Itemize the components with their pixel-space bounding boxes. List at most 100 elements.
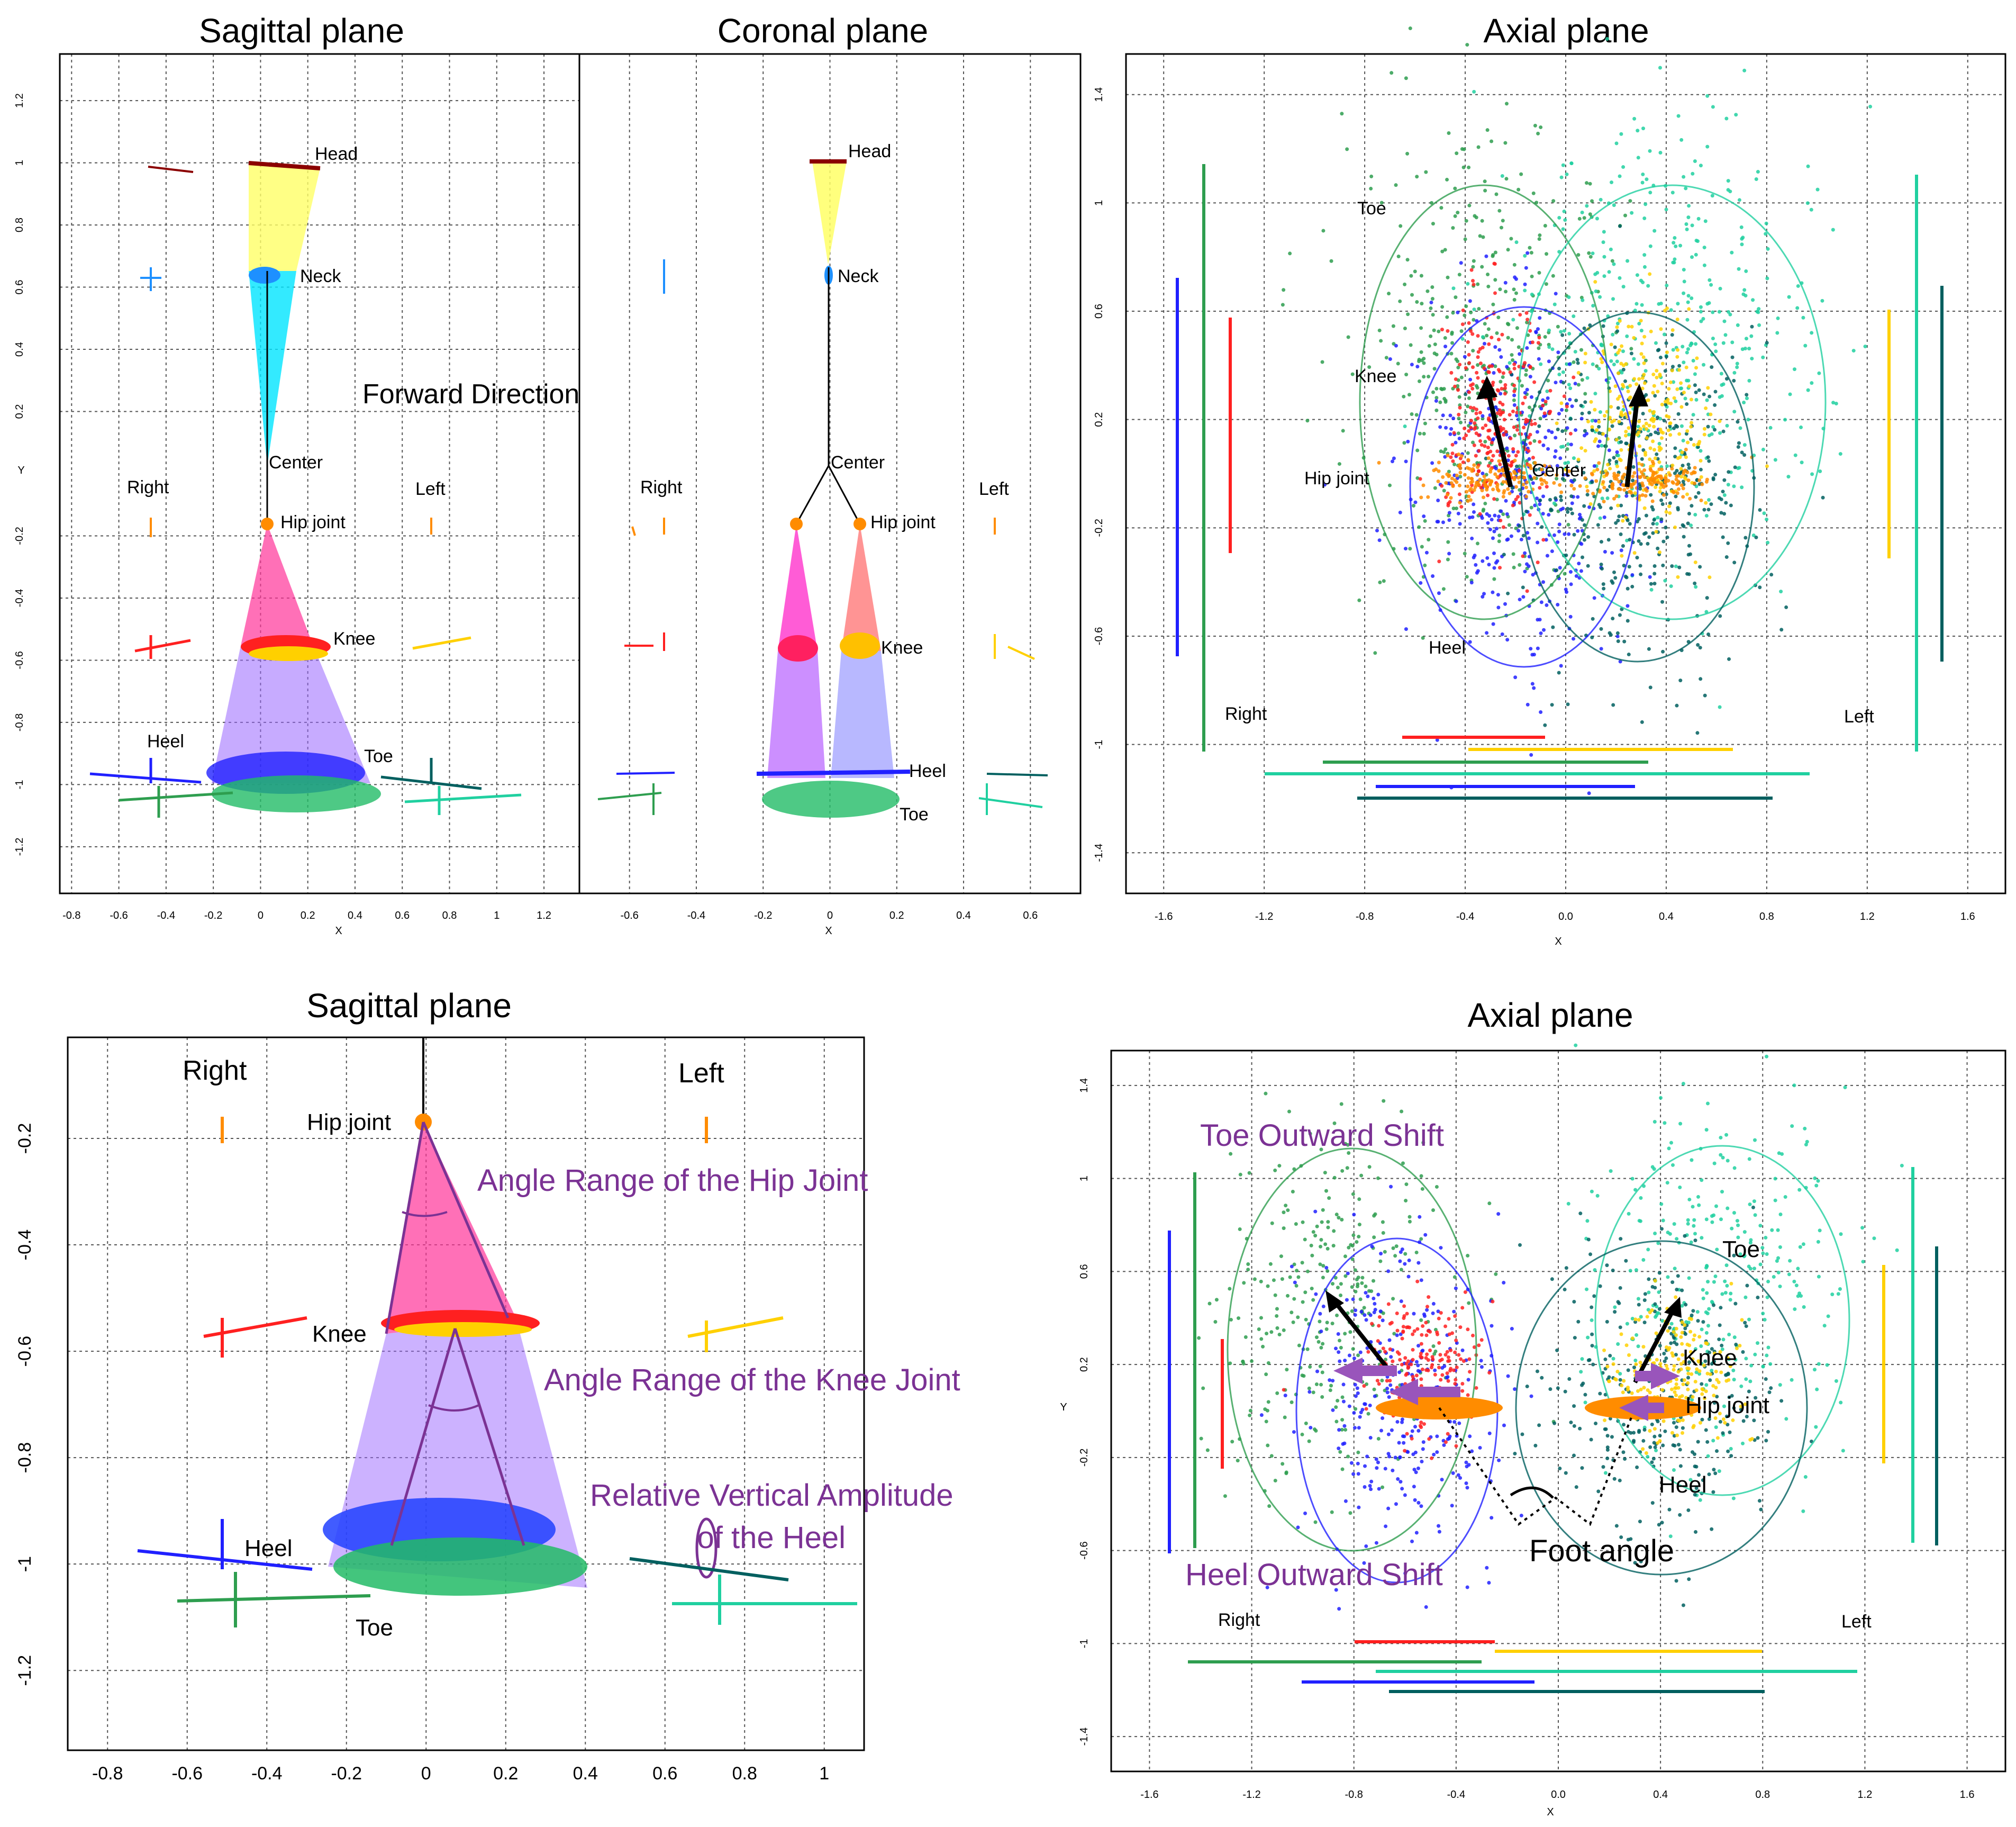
scatter-point: [1643, 358, 1648, 363]
x-tick-label: 0.4: [1653, 1789, 1668, 1801]
scatter-point: [1481, 472, 1485, 476]
scatter-point: [1677, 368, 1682, 372]
scatter-point: [1610, 424, 1614, 428]
scatter-point: [1641, 424, 1646, 429]
scatter-point: [1376, 1176, 1380, 1180]
scatter-point: [1639, 329, 1643, 333]
label-toe: Toe: [1357, 198, 1386, 219]
y-tick-label: 1: [14, 160, 25, 166]
label-toe: Toe: [900, 804, 929, 825]
scatter-point: [1569, 484, 1574, 488]
knee-foot-cone-right: [767, 651, 825, 778]
scatter-point: [1697, 478, 1702, 482]
scatter-point: [1611, 297, 1615, 301]
scatter-point: [1634, 302, 1639, 306]
scatter-point: [1643, 450, 1647, 455]
scatter-point: [1396, 255, 1401, 259]
scatter-point: [1423, 519, 1427, 523]
direction-arrow-right: [1484, 385, 1513, 488]
scatter-point: [1437, 329, 1441, 333]
scatter-point: [1469, 419, 1474, 423]
scatter-point: [1337, 1216, 1341, 1220]
scatter-point: [1556, 540, 1560, 544]
scatter-point: [1402, 1316, 1406, 1320]
scatter-point: [1521, 364, 1525, 368]
scatter-point: [1670, 368, 1674, 373]
scatter-point: [1236, 1459, 1240, 1463]
label-hip-joint: Hip joint: [1685, 1392, 1769, 1418]
label-left: Left: [1844, 707, 1874, 727]
scatter-point: [1770, 1228, 1774, 1232]
scatter-point: [1297, 1343, 1301, 1347]
scatter-point: [1457, 483, 1461, 487]
scatter-point: [1450, 451, 1455, 456]
scatter-point: [1556, 427, 1560, 431]
scatter-point: [1624, 433, 1628, 438]
scatter-point: [1640, 376, 1645, 380]
scatter-point: [1617, 371, 1621, 375]
scatter-point: [1599, 357, 1603, 361]
scatter-point: [1718, 1419, 1722, 1424]
scatter-point: [1334, 1405, 1338, 1409]
scatter-point: [1465, 1486, 1469, 1490]
scatter-point: [1611, 486, 1615, 491]
scatter-point: [1491, 487, 1495, 492]
scatter-point: [1516, 495, 1520, 499]
scatter-point: [1685, 492, 1690, 496]
scatter-point: [1496, 315, 1501, 320]
scatter-point: [1458, 1325, 1463, 1329]
scatter-point: [1434, 399, 1438, 403]
scatter-point: [1277, 1164, 1282, 1168]
scatter-point: [1588, 1252, 1593, 1256]
scatter-point: [1767, 1390, 1772, 1395]
scatter-point: [1487, 1431, 1492, 1435]
scatter-point: [1589, 400, 1593, 404]
hip-angle-ray-1: [385, 1121, 425, 1334]
scatter-point: [1677, 364, 1682, 368]
scatter-point: [1333, 1276, 1338, 1280]
x-tick-label: 1.2: [537, 910, 551, 921]
scatter-point: [1660, 402, 1664, 406]
scatter-point: [1618, 174, 1622, 178]
scatter-point: [1704, 1217, 1709, 1222]
scatter-point: [1514, 498, 1518, 502]
scatter-point: [1512, 403, 1516, 407]
scatter-point: [1446, 503, 1450, 508]
scatter-point: [1659, 1096, 1663, 1100]
scatter-point: [1508, 361, 1512, 365]
scatter-point: [1719, 1135, 1723, 1139]
scatter-point: [1514, 240, 1519, 245]
scatter-point: [1564, 1471, 1568, 1475]
scatter-point: [1569, 582, 1573, 586]
scatter-point: [1628, 395, 1632, 400]
scatter-point: [1468, 515, 1472, 520]
head-neck-cone: [249, 163, 320, 271]
scatter-point: [1705, 477, 1709, 482]
scatter-point: [1699, 677, 1703, 681]
scatter-point: [1621, 385, 1625, 389]
ref-heel-left: [629, 1557, 789, 1581]
scatter-point: [1736, 420, 1740, 424]
scatter-point: [1610, 259, 1614, 263]
scatter-point: [1467, 1463, 1471, 1467]
scatter-point: [1661, 1419, 1666, 1423]
scatter-point: [1464, 1460, 1468, 1464]
scatter-point: [1619, 458, 1623, 463]
scatter-point: [1763, 1318, 1767, 1322]
scatter-point: [1534, 201, 1539, 205]
scatter-point: [1372, 1387, 1376, 1391]
scatter-point: [1454, 1338, 1458, 1342]
scatter-point: [1726, 1449, 1730, 1453]
scatter-point: [1320, 1395, 1324, 1399]
scatter-point: [1524, 266, 1528, 270]
scatter-point: [1386, 1452, 1391, 1456]
head-neck-cone: [812, 161, 847, 265]
scatter-point: [1641, 1345, 1646, 1349]
scatter-point: [1685, 572, 1690, 576]
scatter-point: [1296, 1525, 1300, 1530]
scatter-point: [1432, 1352, 1437, 1356]
scatter-point: [1657, 1523, 1661, 1527]
scatter-point: [1349, 1461, 1354, 1465]
scatter-point: [1593, 408, 1597, 412]
scatter-point: [1616, 397, 1620, 401]
